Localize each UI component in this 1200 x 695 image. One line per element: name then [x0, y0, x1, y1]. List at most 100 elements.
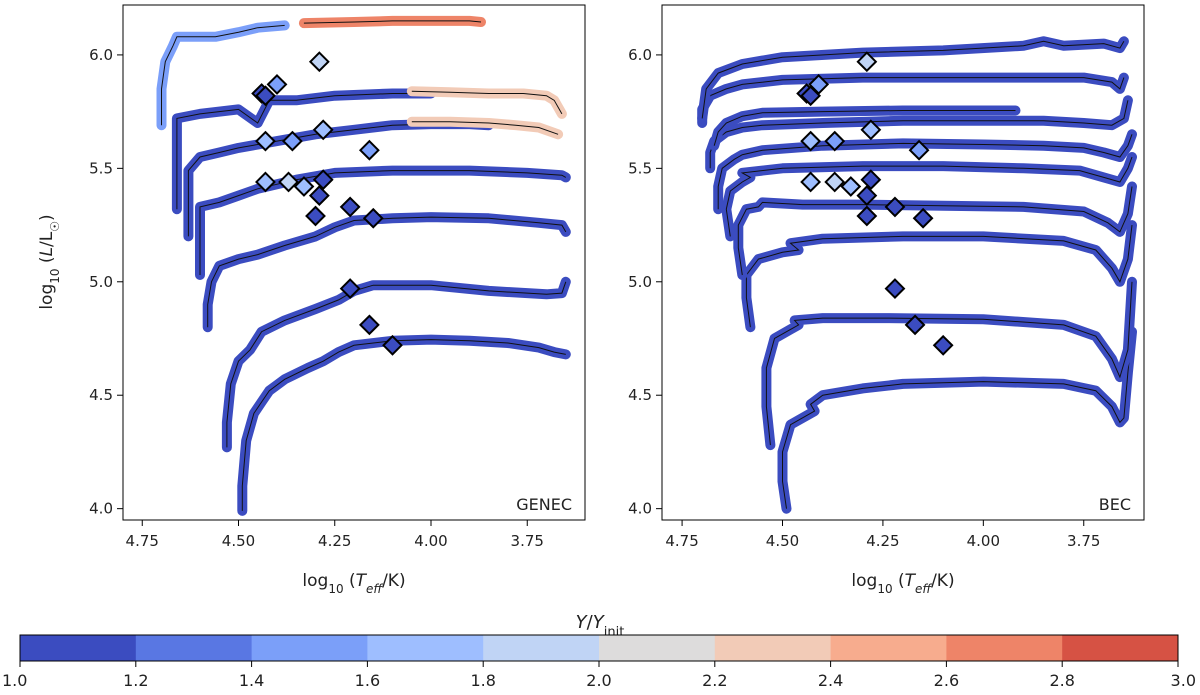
genec-track-line-7 [411, 90, 563, 115]
genec-observed-star-14 [339, 196, 361, 218]
bec-track-line-3 [737, 186, 1133, 276]
genec-track-line-9 [303, 20, 482, 24]
bec-track-line-4 [725, 156, 1133, 237]
genec-observed-star-9 [278, 171, 299, 193]
genec-x-tick-label-2: 4.25 [318, 532, 351, 550]
genec-xlabel-post: /K) [382, 571, 406, 591]
genec-y-axis-label: log10 (L/L☉) [37, 214, 62, 309]
colorbar: Y/Yinit 1.0 1.2 1.4 1.6 1.8 2.0 2.2 2.4 2.6 2.8 3.… [2, 612, 1196, 690]
bec-x-axis-label: log10 (Teff/K) [851, 571, 954, 596]
colorbar-tick-label-4: 1.8 [470, 671, 495, 690]
bec-observed-star-8 [800, 171, 822, 193]
genec-xlabel-pre: ( [344, 571, 356, 591]
bec-observed-star-12 [856, 185, 878, 206]
genec-track-line-8 [161, 24, 285, 126]
bec-observed-star-9 [824, 171, 846, 193]
genec-track-line-5 [411, 121, 559, 135]
colorbar-tick-label-10: 3.0 [1171, 671, 1196, 690]
genec-track-line-3 [199, 170, 567, 275]
bec-panel-label: BEC [1099, 495, 1131, 514]
colorbar-tick-label-7: 2.4 [818, 671, 843, 690]
cbar-title-var: Y [576, 612, 589, 633]
genec-xlabel-sub: 10 [328, 582, 343, 596]
genec-observed-star-11 [312, 169, 334, 191]
bec-xlabel-post: /K) [931, 571, 955, 591]
bec-xlabel-var: T [905, 571, 917, 591]
bec-y-tick-label-3: 5.5 [628, 159, 652, 177]
bec-track-line-7 [713, 110, 1016, 146]
genec-y-ticks: 4.0 4.5 5.0 5.5 6.0 [89, 46, 123, 518]
bec-observed-star-7 [908, 139, 930, 161]
bec-y-tick-label-2: 5.0 [628, 273, 652, 291]
genec-panel: 4.75 4.50 4.25 4.00 3.75 4.0 4.5 5.0 5.5 6.0 GEN… [37, 4, 586, 596]
colorbar-tick-label-6: 2.2 [702, 671, 727, 690]
bec-tracks [697, 36, 1137, 514]
ylabel-var: L [37, 247, 57, 256]
genec-track-line-6 [176, 93, 431, 210]
bec-y-tick-label-1: 4.5 [628, 386, 652, 404]
bec-track-line-5 [717, 134, 1133, 210]
bec-x-tick-label-0: 4.75 [665, 532, 698, 550]
bec-x-tick-label-1: 4.50 [766, 532, 799, 550]
colorbar-cell-3 [367, 635, 484, 661]
bec-observed-star-18 [932, 334, 954, 356]
bec-observed-star-4 [800, 130, 822, 152]
bec-observed-star-5 [824, 130, 846, 152]
genec-observed-star-3 [308, 51, 330, 73]
bec-xlabel-base: log [851, 571, 877, 591]
bec-observed-markers [796, 51, 954, 356]
colorbar-cell-1 [135, 635, 253, 661]
ylabel-post: ) [37, 214, 57, 221]
genec-x-tick-label-1: 4.50 [222, 532, 255, 550]
bec-y-ticks: 4.0 4.5 5.0 5.5 6.0 [628, 46, 662, 518]
bec-observed-star-13 [856, 205, 878, 227]
genec-x-axis-label: log10 (Teff/K) [302, 571, 405, 596]
genec-track-line-0 [241, 339, 566, 511]
bec-track-line-0 [782, 331, 1133, 509]
bec-xlabel-sub: 10 [877, 582, 892, 596]
genec-observed-star-16 [339, 278, 361, 300]
ylabel-pre: ( [37, 256, 57, 268]
colorbar-cell-8 [946, 635, 1063, 661]
bec-y-tick-label-4: 6.0 [628, 46, 652, 64]
genec-observed-star-17 [358, 314, 380, 336]
genec-observed-star-5 [281, 130, 303, 152]
colorbar-cell-6 [714, 635, 832, 661]
bec-observed-star-6 [860, 119, 882, 141]
genec-observed-star-1 [255, 85, 276, 107]
genec-xlabel-var: T [356, 571, 368, 591]
colorbar-tick-label-1: 1.2 [123, 671, 148, 690]
genec-observed-star-7 [358, 139, 380, 161]
ylabel-base: log [37, 284, 57, 310]
bec-observed-star-2 [808, 73, 830, 95]
colorbar-cell-4 [483, 635, 600, 661]
genec-observed-star-6 [312, 119, 334, 141]
genec-y-tick-label-0: 4.0 [89, 500, 113, 518]
bec-x-tick-label-3: 4.00 [967, 532, 1000, 550]
bec-x-tick-label-4: 3.75 [1067, 532, 1100, 550]
bec-x-ticks: 4.75 4.50 4.25 4.00 3.75 [665, 520, 1100, 550]
genec-observed-markers [251, 51, 403, 356]
colorbar-tick-label-3: 1.6 [355, 671, 380, 690]
colorbar-tick-label-0: 1.0 [2, 671, 27, 690]
genec-xlabel-base: log [302, 571, 328, 591]
ylabel-sub: 10 [48, 268, 62, 283]
bec-observed-star-14 [884, 196, 906, 218]
colorbar-cell-5 [599, 635, 716, 661]
genec-observed-star-15 [362, 207, 384, 229]
bec-observed-star-3 [856, 51, 878, 73]
bec-observed-star-15 [912, 207, 934, 229]
genec-x-tick-label-4: 3.75 [511, 532, 544, 550]
genec-track-line-1 [226, 281, 567, 448]
colorbar-tick-label-9: 2.8 [1049, 671, 1074, 690]
genec-observed-star-8 [255, 171, 276, 193]
colorbar-tick-label-5: 2.0 [586, 671, 611, 690]
genec-y-tick-label-1: 4.5 [89, 386, 113, 404]
genec-xlabel-varsub: eff [366, 582, 383, 596]
genec-panel-label: GENEC [516, 495, 572, 514]
genec-x-tick-label-0: 4.75 [126, 532, 159, 550]
genec-tracks [156, 15, 571, 516]
bec-observed-star-17 [904, 314, 926, 336]
bec-observed-star-10 [840, 176, 862, 197]
